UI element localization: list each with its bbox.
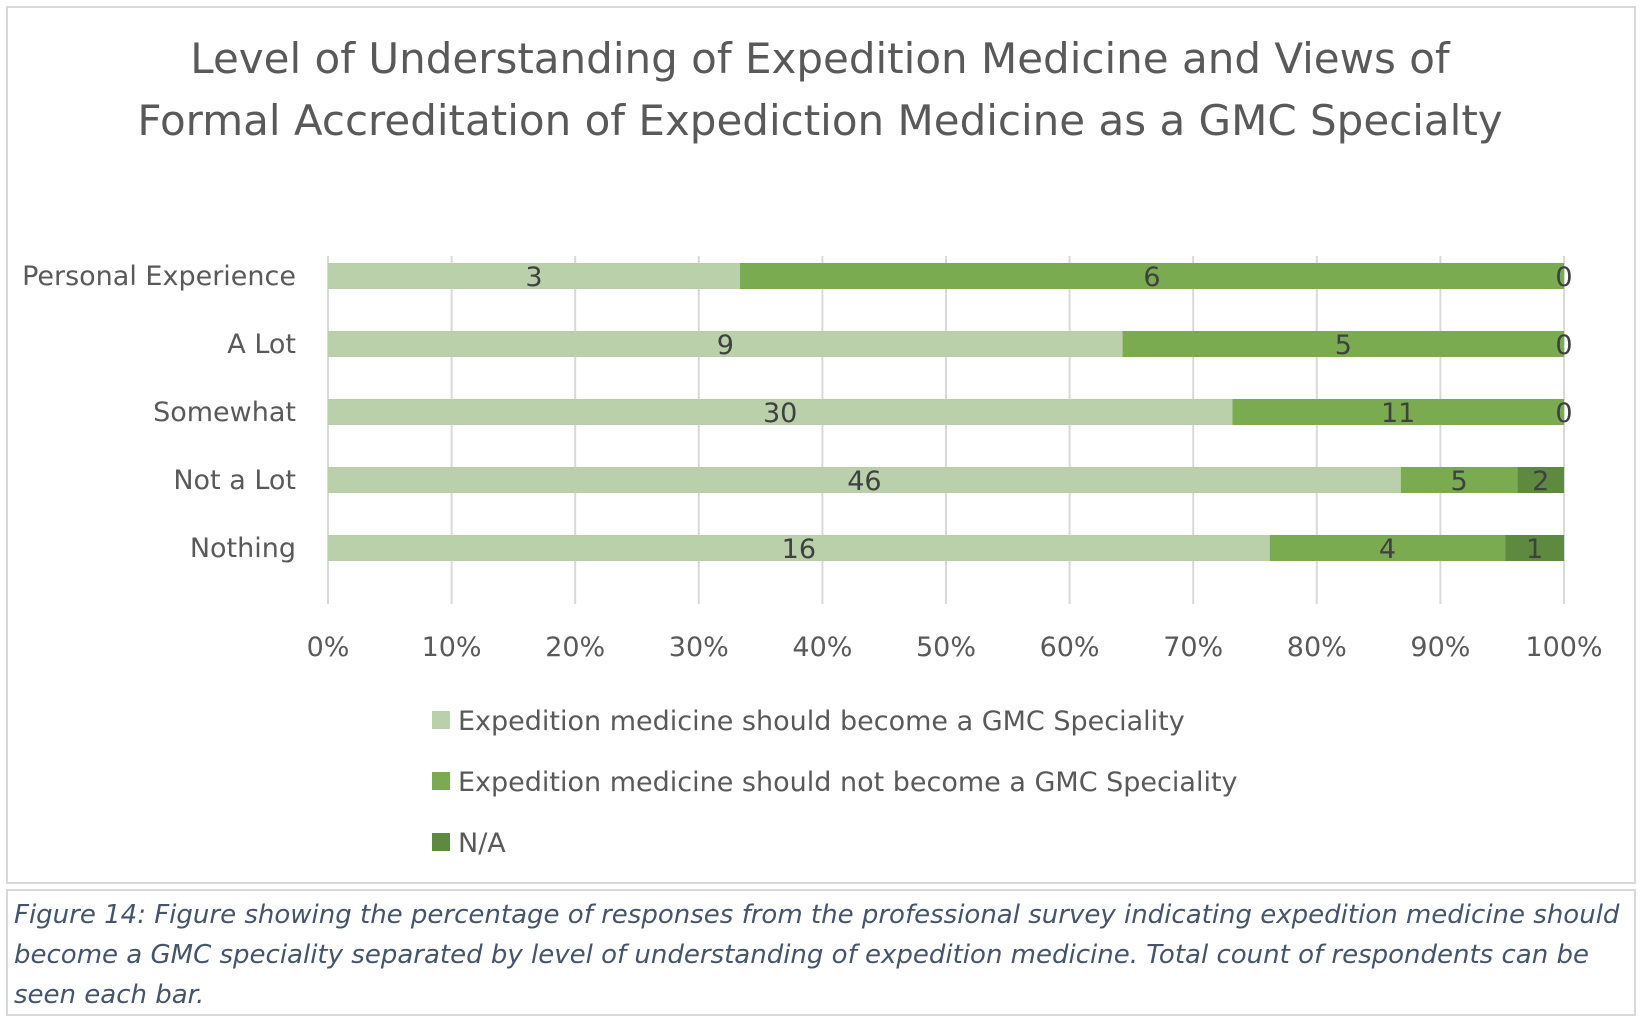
x-tick-label: 90% (1410, 632, 1470, 663)
bar-segment (1122, 331, 1564, 357)
x-tick-label: 30% (669, 632, 729, 663)
x-tick-label: 60% (1040, 632, 1100, 663)
x-tick-label: 100% (1525, 632, 1602, 663)
data-label: 0 (1555, 398, 1572, 429)
data-label: 30 (763, 398, 797, 429)
bar-segment (328, 535, 1270, 561)
category-label: Nothing (190, 533, 296, 564)
legend-swatch (432, 833, 450, 851)
data-label: 9 (717, 330, 734, 361)
x-tick-label: 40% (792, 632, 852, 663)
chart-plot: 3 6 0 9 5 0 30 11 0 46 5 2 16 4 1 0% 10% 20% 30% 40% 50% 60%… (22, 256, 1603, 859)
bar-segment (1505, 535, 1564, 561)
bar-segment (328, 263, 740, 289)
category-label: Not a Lot (173, 465, 296, 496)
bar-segment (1232, 399, 1564, 425)
bars-layer (328, 263, 1564, 561)
data-label: 5 (1450, 466, 1467, 497)
chart-frame (6, 6, 1636, 884)
data-label: 4 (1379, 534, 1396, 565)
x-tick-label: 50% (916, 632, 976, 663)
data-label: 1 (1526, 534, 1543, 565)
x-tick-label: 10% (422, 632, 482, 663)
data-label: 5 (1335, 330, 1352, 361)
legend-label: Expedition medicine should become a GMC … (458, 706, 1185, 737)
legend-label: Expedition medicine should not become a … (458, 767, 1238, 798)
bar-segment (740, 263, 1564, 289)
labels-layer: 3 6 0 9 5 0 30 11 0 46 5 2 16 4 1 (525, 262, 1572, 565)
x-tick-label: 70% (1163, 632, 1223, 663)
bar-segment (1400, 467, 1518, 493)
bar-segment (328, 399, 1233, 425)
data-label: 2 (1532, 466, 1549, 497)
axis-layer: 0% 10% 20% 30% 40% 50% 60% 70% 80% 90% 100% Persona… (22, 261, 1603, 663)
chart-title: Level of Understanding of Expedition Med… (137, 34, 1503, 145)
data-label: 0 (1555, 262, 1572, 293)
figure-caption-box: Figure 14: Figure showing the percentage… (6, 889, 1636, 1016)
x-tick-label: 20% (545, 632, 605, 663)
bar-segment (1517, 467, 1564, 493)
bar-segment (328, 467, 1401, 493)
x-tick-label: 80% (1287, 632, 1347, 663)
legend: Expedition medicine should become a GMC … (432, 706, 1238, 859)
x-tick-label: 0% (307, 632, 350, 663)
legend-swatch (432, 772, 450, 790)
data-label: 46 (847, 466, 881, 497)
data-label: 0 (1555, 330, 1572, 361)
category-label: Personal Experience (22, 261, 296, 292)
figure-caption: Figure 14: Figure showing the percentage… (14, 900, 1620, 1010)
data-label: 3 (525, 262, 542, 293)
legend-label: N/A (458, 828, 506, 859)
legend-swatch (432, 711, 450, 729)
bar-segment (328, 331, 1123, 357)
data-label: 6 (1143, 262, 1160, 293)
data-label: 11 (1381, 398, 1415, 429)
bar-segment (1269, 535, 1506, 561)
category-label: Somewhat (153, 397, 296, 428)
category-label: A Lot (227, 329, 296, 360)
data-label: 16 (782, 534, 816, 565)
